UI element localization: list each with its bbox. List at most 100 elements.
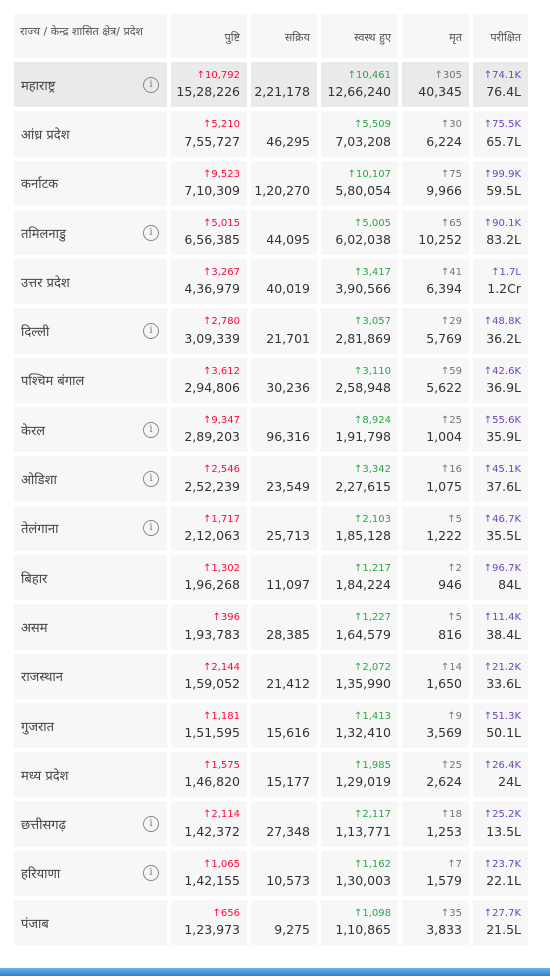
deceased-delta: ↑59 — [440, 365, 462, 377]
table-row[interactable]: हरियाणा i ↑1,065 1,42,155 10,573 ↑1,162 1,30,0… — [0, 849, 550, 898]
recovered-value: 7,03,208 — [335, 133, 391, 149]
header-recovered[interactable]: स्वस्थ हुए — [321, 14, 398, 58]
info-icon[interactable]: i — [143, 224, 159, 241]
table-row[interactable]: महाराष्ट्र i ↑10,792 15,28,226 2,21,178 ↑10,4… — [0, 60, 550, 109]
state-name: मध्य प्रदेश — [21, 768, 69, 784]
state-name: महाराष्ट्र — [21, 78, 56, 94]
confirmed-delta: ↑396 — [212, 612, 240, 624]
tested-delta: ↑99.9K — [483, 168, 521, 180]
confirmed-value: 1,42,372 — [184, 823, 240, 839]
state-cell[interactable]: मध्य प्रदेश — [14, 752, 167, 798]
state-cell[interactable]: बिहार — [14, 554, 167, 601]
tested-cell: ↑55.6K 35.9L — [473, 407, 528, 453]
info-icon[interactable]: i — [143, 323, 159, 340]
state-cell[interactable]: तमिलनाडु i — [14, 209, 167, 256]
state-cell[interactable]: पश्चिम बंगाल — [14, 357, 167, 404]
deceased-value: 6,224 — [426, 133, 462, 149]
deceased-cell: ↑75 9,966 — [402, 160, 469, 206]
tested-value: 21.5L — [486, 922, 521, 938]
state-cell[interactable]: असम — [14, 604, 167, 650]
info-icon[interactable]: i — [143, 421, 159, 438]
state-cell[interactable]: पंजाब — [14, 900, 167, 946]
table-row[interactable]: उत्तर प्रदेश ↑3,267 4,36,979 40,019 ↑3,417 3,… — [0, 257, 550, 306]
table-row[interactable]: छत्तीसगढ़ i ↑2,114 1,42,372 27,348 ↑2,117 1,13… — [0, 799, 550, 848]
header-active[interactable]: सक्रिय — [251, 14, 317, 58]
deceased-delta: ↑35 — [440, 908, 462, 920]
confirmed-delta: ↑1,065 — [202, 858, 240, 870]
state-cell[interactable]: छत्तीसगढ़ i — [14, 801, 167, 847]
state-cell[interactable]: कर्नाटक — [14, 160, 167, 206]
table-row[interactable]: तेलंगाना i ↑1,717 2,12,063 25,713 ↑2,103 1,85,… — [0, 504, 550, 553]
deceased-cell: ↑59 5,622 — [402, 357, 469, 404]
info-icon[interactable]: i — [143, 471, 159, 488]
state-cell[interactable]: हरियाणा i — [14, 850, 167, 897]
state-cell[interactable]: आंध्र प्रदेश — [14, 111, 167, 157]
table-row[interactable]: पंजाब ↑656 1,23,973 9,275 ↑1,098 1,10,865 ↑35 3… — [0, 898, 550, 947]
confirmed-value: 7,55,727 — [184, 133, 240, 149]
header-state[interactable]: राज्य / केन्द्र शासित क्षेत्र/ प्रदेश — [14, 14, 167, 58]
table-row[interactable]: राजस्थान ↑2,144 1,59,052 21,412 ↑2,072 1,35,9… — [0, 652, 550, 701]
confirmed-delta: ↑2,546 — [202, 464, 240, 476]
table-row[interactable]: केरल i ↑9,347 2,89,203 96,316 ↑8,924 1,91,798 ↑… — [0, 405, 550, 454]
deceased-cell: ↑29 5,769 — [402, 308, 469, 354]
active-cell: 25,713 — [251, 505, 317, 551]
state-cell[interactable]: तेलंगाना i — [14, 505, 167, 551]
header-confirmed[interactable]: पुष्टि — [171, 14, 247, 58]
active-value: 21,701 — [266, 330, 310, 346]
recovered-value: 3,90,566 — [335, 281, 391, 297]
confirmed-value: 2,52,239 — [184, 478, 240, 494]
state-cell[interactable]: केरल i — [14, 407, 167, 453]
tested-value: 65.7L — [486, 133, 521, 149]
state-cell[interactable]: ओडिशा i — [14, 456, 167, 502]
tested-delta: ↑1.7L — [491, 267, 521, 279]
tested-cell: ↑21.2K 33.6L — [473, 653, 528, 699]
deceased-delta: ↑9 — [447, 710, 462, 722]
deceased-delta: ↑41 — [440, 267, 462, 279]
state-name: आंध्र प्रदेश — [21, 127, 70, 143]
state-cell[interactable]: उत्तर प्रदेश — [14, 259, 167, 305]
info-icon[interactable]: i — [143, 520, 159, 537]
info-icon[interactable]: i — [143, 816, 159, 833]
state-cell[interactable]: गुजरात — [14, 702, 167, 749]
header-tested[interactable]: परीक्षित — [473, 14, 528, 58]
deceased-cell: ↑5 1,222 — [402, 505, 469, 551]
state-cell[interactable]: महाराष्ट्र i — [14, 62, 167, 108]
active-value: 25,713 — [266, 527, 310, 543]
table-row[interactable]: तमिलनाडु i ↑5,015 6,56,385 44,095 ↑5,005 6,02,… — [0, 208, 550, 257]
table-row[interactable]: असम ↑396 1,93,783 28,385 ↑1,227 1,64,579 ↑5 816… — [0, 602, 550, 651]
confirmed-cell: ↑656 1,23,973 — [171, 900, 247, 946]
state-cell[interactable]: दिल्ली i — [14, 308, 167, 354]
deceased-cell: ↑2 946 — [402, 554, 469, 601]
tested-cell: ↑1.7L 1.2Cr — [473, 259, 528, 305]
table-row[interactable]: आंध्र प्रदेश ↑5,210 7,55,727 46,295 ↑5,509 7,… — [0, 109, 550, 158]
confirmed-cell: ↑2,780 3,09,339 — [171, 308, 247, 354]
state-name: गुजरात — [21, 719, 55, 735]
state-name: तमिलनाडु — [21, 226, 66, 242]
info-icon[interactable]: i — [143, 76, 159, 93]
recovered-value: 1,91,798 — [335, 429, 391, 445]
active-value: 1,20,270 — [254, 182, 310, 198]
confirmed-value: 1,46,820 — [184, 774, 240, 790]
recovered-value: 1,84,224 — [335, 577, 391, 593]
tested-value: 24L — [498, 774, 521, 790]
table-row[interactable]: पश्चिम बंगाल ↑3,612 2,94,806 30,236 ↑3,110 2,… — [0, 356, 550, 405]
tested-value: 84L — [498, 577, 521, 593]
confirmed-value: 1,23,973 — [184, 922, 240, 938]
table-row[interactable]: बिहार ↑1,302 1,96,268 11,097 ↑1,217 1,84,224 ↑… — [0, 553, 550, 602]
recovered-cell: ↑3,417 3,90,566 — [321, 259, 398, 305]
state-cell[interactable]: राजस्थान — [14, 653, 167, 699]
active-value: 10,573 — [266, 873, 310, 889]
state-name: तेलंगाना — [21, 522, 59, 538]
table-row[interactable]: गुजरात ↑1,181 1,51,595 15,616 ↑1,413 1,32,410… — [0, 701, 550, 750]
header-deceased[interactable]: मृत — [402, 14, 469, 58]
recovered-value: 1,10,865 — [335, 922, 391, 938]
table-row[interactable]: दिल्ली i ↑2,780 3,09,339 21,701 ↑3,057 2,81,86… — [0, 306, 550, 355]
tested-cell: ↑74.1K 76.4L — [473, 62, 528, 108]
state-name: छत्तीसगढ़ — [21, 818, 66, 834]
table-row[interactable]: कर्नाटक ↑9,523 7,10,309 1,20,270 ↑10,107 5,80… — [0, 159, 550, 208]
tested-cell: ↑51.3K 50.1L — [473, 702, 528, 749]
table-row[interactable]: ओडिशा i ↑2,546 2,52,239 23,549 ↑3,342 2,27,615… — [0, 454, 550, 503]
recovered-cell: ↑2,103 1,85,128 — [321, 505, 398, 551]
table-row[interactable]: मध्य प्रदेश ↑1,575 1,46,820 15,177 ↑1,985 1,2… — [0, 750, 550, 799]
info-icon[interactable]: i — [143, 865, 159, 882]
